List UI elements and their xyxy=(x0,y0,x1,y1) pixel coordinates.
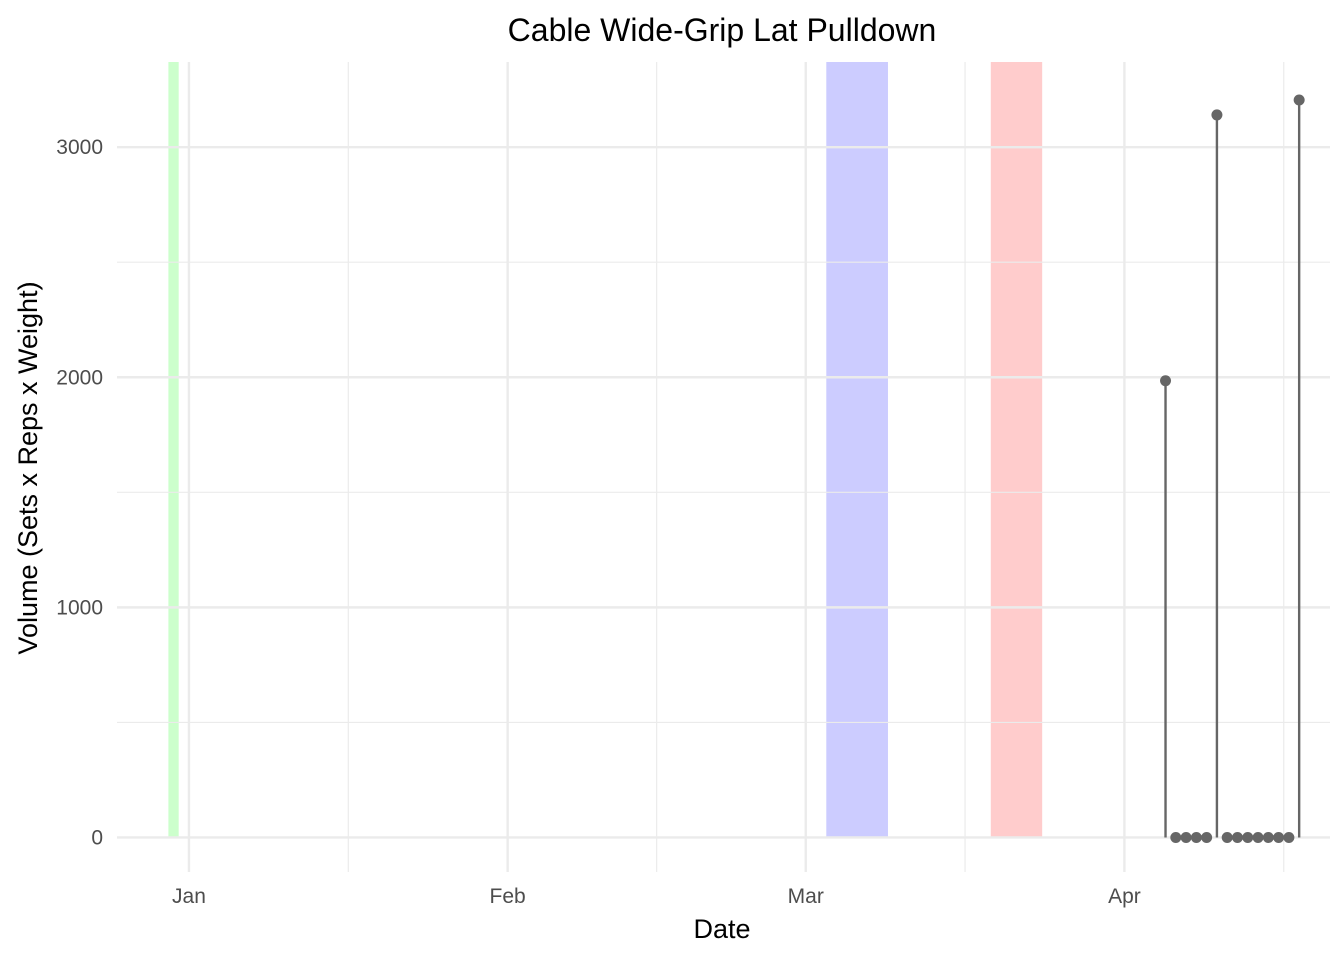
tick-labels: 0 1000 2000 3000 Jan Feb Mar Apr xyxy=(56,136,1140,908)
highlight-band xyxy=(990,62,1043,838)
lollipop-point xyxy=(1170,831,1182,843)
highlight-bands xyxy=(168,62,1043,838)
x-tick-label: Feb xyxy=(490,885,526,908)
y-tick-label: 3000 xyxy=(56,136,103,159)
y-tick-label: 2000 xyxy=(56,366,103,389)
highlight-band xyxy=(826,62,888,838)
lollipop-point xyxy=(1262,831,1274,843)
y-tick-label: 1000 xyxy=(56,596,103,619)
lollipop-point xyxy=(1231,831,1243,843)
y-axis-title: Volume (Sets x Reps x Weight) xyxy=(13,281,43,654)
y-tick-label: 0 xyxy=(91,826,103,849)
x-tick-label: Mar xyxy=(788,885,824,908)
lollipop-point xyxy=(1160,375,1172,387)
x-tick-label: Apr xyxy=(1108,885,1141,908)
grid xyxy=(117,62,1330,872)
lollipop-point xyxy=(1273,831,1285,843)
chart-title: Cable Wide-Grip Lat Pulldown xyxy=(508,12,937,48)
x-axis-title: Date xyxy=(693,914,750,944)
lollipop-point xyxy=(1283,831,1295,843)
x-tick-label: Jan xyxy=(172,885,206,908)
lollipop-point xyxy=(1252,831,1264,843)
highlight-band xyxy=(168,62,179,838)
data-marks xyxy=(1160,94,1305,843)
lollipop-point xyxy=(1242,831,1254,843)
lollipop-point xyxy=(1190,831,1202,843)
lollipop-point xyxy=(1293,94,1305,106)
lollipop-point xyxy=(1221,831,1233,843)
lollipop-point xyxy=(1201,831,1213,843)
lollipop-point xyxy=(1180,831,1192,843)
lollipop-point xyxy=(1211,109,1223,121)
